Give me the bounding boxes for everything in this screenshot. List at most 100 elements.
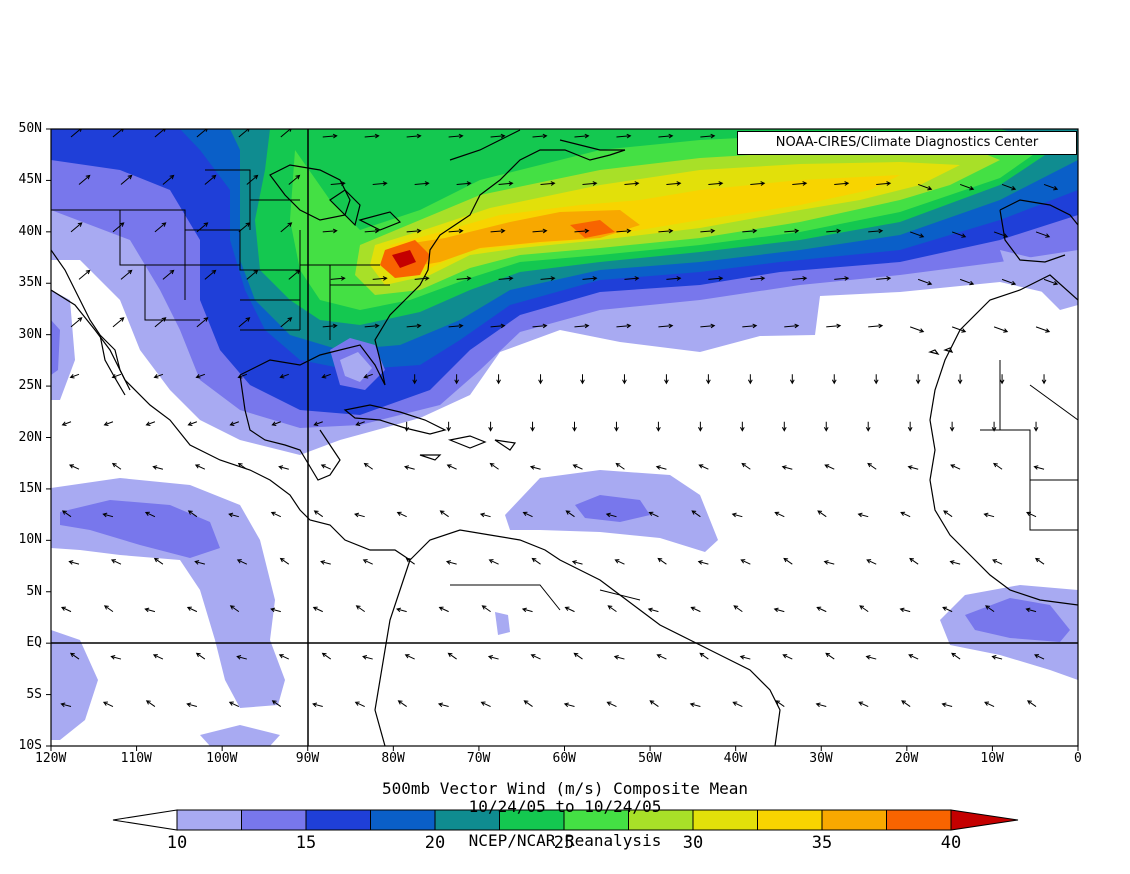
wind-arrow — [582, 276, 598, 281]
wind-arrow — [154, 317, 167, 328]
wind-arrow — [312, 606, 323, 613]
wind-arrow — [750, 276, 766, 281]
colorbar-label: 20 — [424, 833, 446, 853]
wind-arrow — [942, 606, 953, 613]
wind-arrow — [404, 421, 410, 432]
wind-arrow — [229, 421, 240, 426]
wind-arrow — [320, 560, 331, 565]
wind-arrow — [949, 560, 961, 565]
wind-arrow — [698, 464, 709, 470]
x-tick-label: 10W — [980, 751, 1004, 766]
wind-arrow — [448, 133, 464, 139]
wind-arrow — [817, 510, 827, 518]
y-tick-label: 10N — [18, 532, 42, 548]
wind-arrow — [917, 183, 933, 191]
wind-arrow — [742, 228, 758, 234]
wind-arrow — [60, 606, 72, 613]
wind-arrow — [237, 373, 248, 379]
wind-arrow — [144, 511, 156, 518]
wind-arrow — [194, 560, 206, 565]
wind-arrow — [355, 421, 365, 426]
x-tick-label: 100W — [206, 751, 238, 766]
wind-arrow — [1035, 231, 1051, 238]
wind-arrow — [523, 700, 533, 707]
wind-arrow — [529, 465, 541, 470]
wind-arrow — [739, 655, 751, 660]
coastlines — [51, 129, 1078, 746]
wind-arrow — [782, 654, 793, 660]
wind-arrow — [899, 607, 911, 613]
wind-arrow — [288, 174, 301, 185]
wind-arrow — [993, 326, 1009, 333]
wind-arrow — [991, 655, 1003, 660]
wind-arrow — [447, 652, 457, 660]
x-tick-label: 110W — [120, 751, 152, 766]
wind-arrow — [406, 133, 422, 139]
wind-arrow — [657, 557, 667, 565]
wind-arrow — [111, 462, 122, 470]
wind-arrow — [957, 374, 963, 385]
wind-arrow — [372, 276, 388, 281]
wind-arrow — [574, 228, 590, 234]
wind-arrow — [404, 654, 415, 660]
wind-arrow — [900, 511, 911, 518]
wind-arrow — [691, 510, 701, 518]
plot-subtitle: 10/24/05 to 10/24/05 — [468, 797, 662, 816]
wind-arrow — [616, 323, 632, 329]
wind-arrow — [236, 559, 248, 565]
wind-arrow — [364, 228, 380, 234]
wind-arrow — [950, 464, 961, 470]
wind-arrow — [320, 464, 331, 470]
wind-arrow — [540, 276, 556, 281]
wind-arrow — [740, 559, 751, 565]
wind-arrow — [229, 605, 240, 613]
wind-arrow — [706, 374, 711, 385]
wind-arrow — [823, 560, 835, 565]
wind-arrow — [624, 181, 640, 186]
wind-arrow — [999, 374, 1005, 385]
wind-arrow — [362, 559, 373, 565]
wind-arrow — [708, 181, 724, 186]
wind-arrow — [487, 655, 499, 660]
wind-arrow — [909, 231, 925, 238]
wind-arrow — [834, 276, 850, 281]
wind-arrow — [70, 317, 83, 328]
wind-arrow — [917, 278, 933, 286]
x-tick-label: 90W — [295, 751, 320, 766]
wind-arrow — [186, 606, 198, 613]
jet-band-32 — [390, 175, 900, 275]
wind-arrow — [1034, 557, 1045, 565]
wind-arrow — [488, 559, 499, 565]
wind-arrow — [750, 181, 766, 186]
wind-arrow — [69, 652, 80, 660]
wind-arrow — [61, 421, 72, 426]
wind-arrow — [162, 269, 175, 280]
wind-arrow — [456, 276, 472, 281]
wind-arrow — [909, 326, 925, 333]
wind-arrow — [532, 133, 548, 139]
wind-arrow — [102, 512, 114, 518]
wind-arrow — [571, 560, 583, 565]
wind-arrow — [456, 181, 472, 186]
wind-arrow — [194, 464, 206, 470]
wind-arrow — [834, 181, 850, 186]
colorbar-high-arrow — [950, 809, 1019, 831]
wind-arrow — [195, 652, 206, 660]
wind-arrow — [196, 222, 209, 233]
wind-arrow — [689, 702, 701, 708]
wind-arrow — [572, 464, 583, 470]
wind-arrow — [187, 510, 198, 518]
wind-arrow — [648, 511, 659, 518]
wind-arrow — [858, 701, 869, 707]
wind-arrow — [479, 512, 491, 518]
wind-arrow — [572, 421, 577, 432]
y-tick-label: 15N — [18, 480, 42, 496]
wind-arrow — [690, 606, 701, 613]
wind-arrow — [907, 421, 913, 432]
wind-arrow — [69, 373, 80, 379]
wind-arrow — [1026, 511, 1037, 518]
wind-arrow — [907, 465, 919, 470]
wind-arrow — [992, 559, 1003, 565]
wind-arrow — [741, 462, 751, 470]
